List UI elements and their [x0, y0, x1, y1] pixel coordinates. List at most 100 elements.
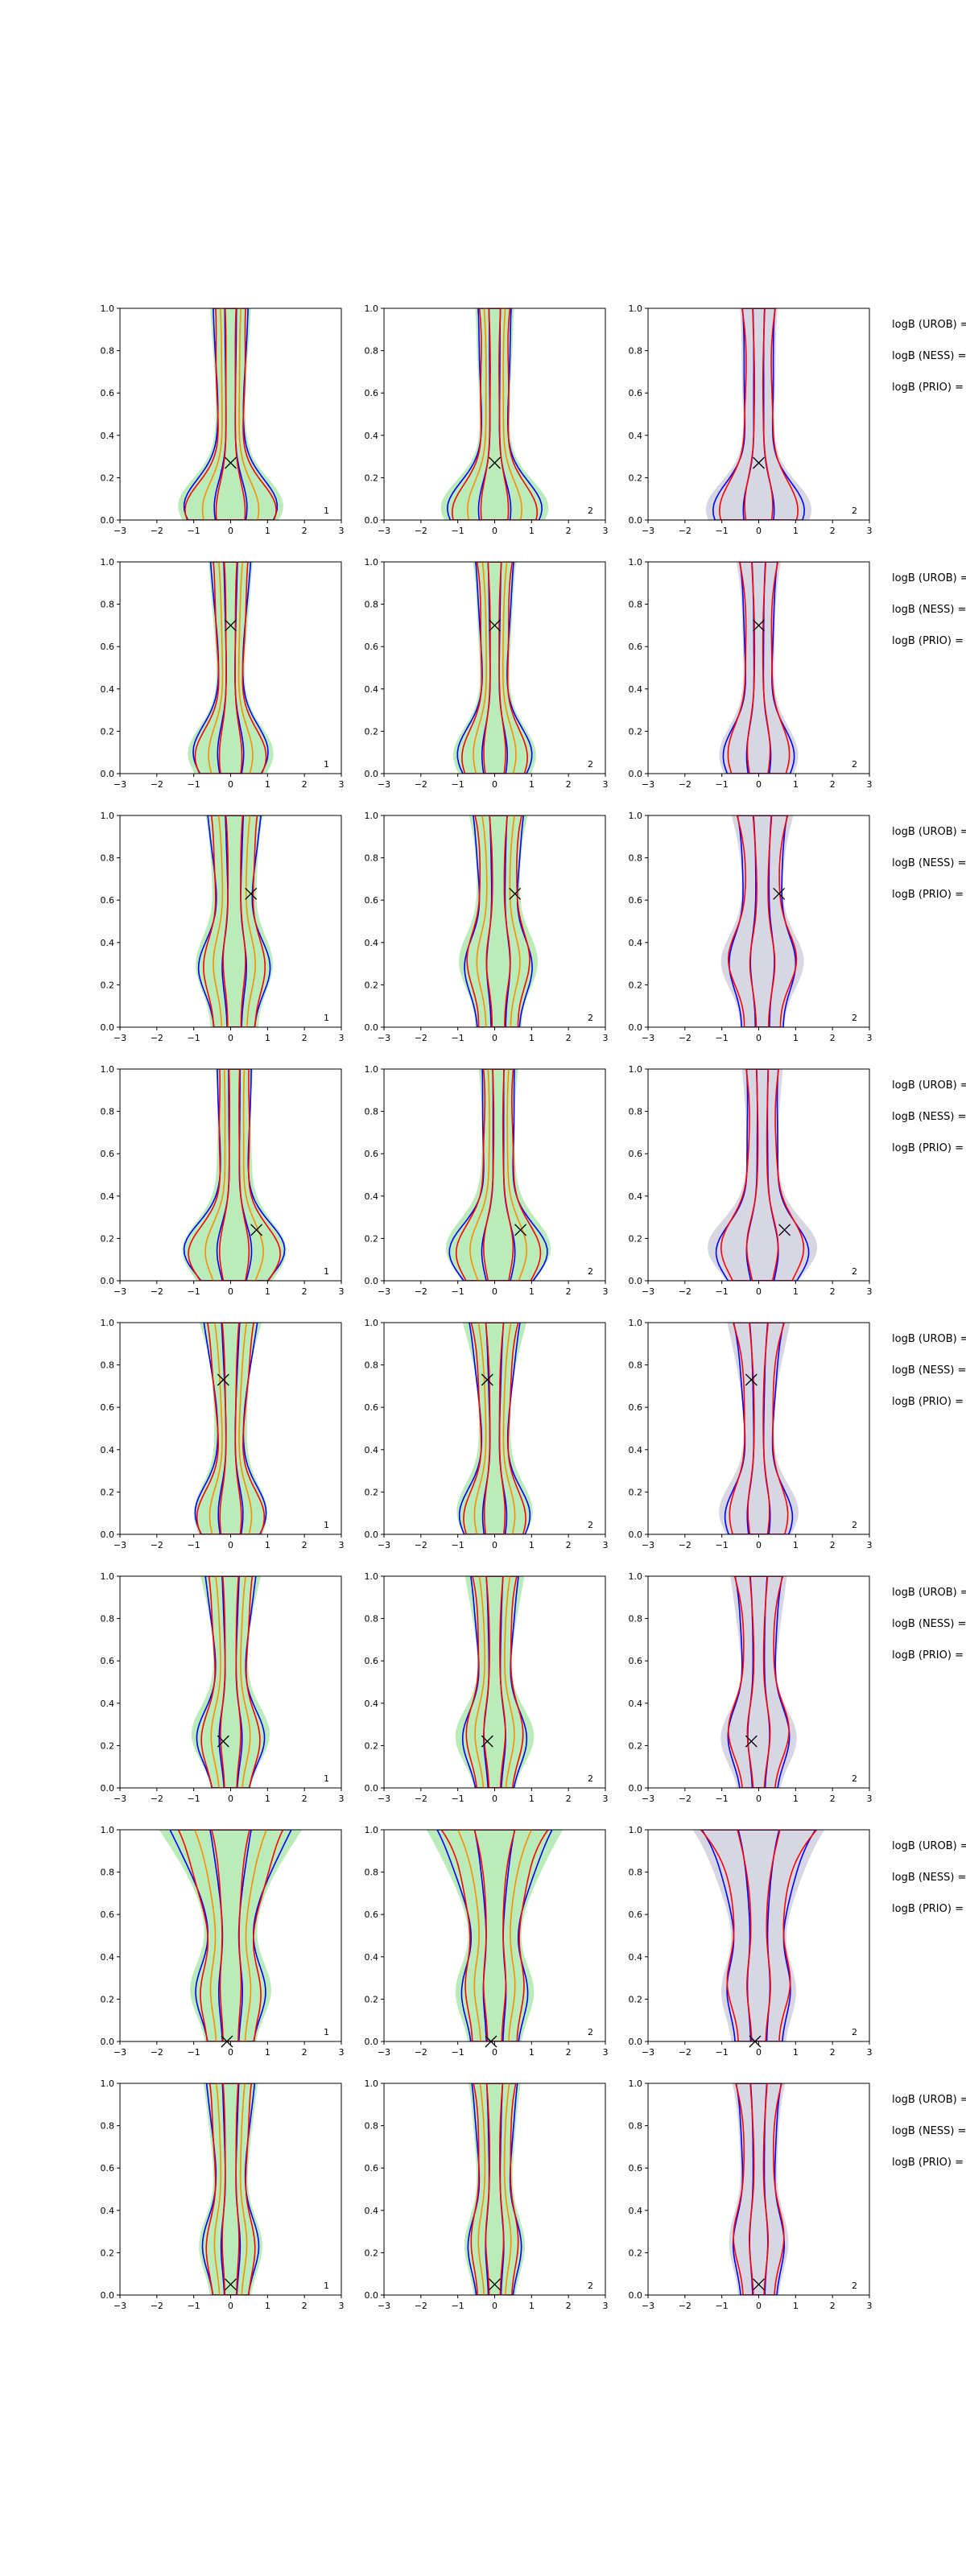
y-tick-label: 0.6	[101, 895, 115, 906]
contour-line	[194, 1323, 267, 1534]
marker-x	[773, 887, 786, 900]
y-tick-label: 0.4	[629, 938, 643, 948]
contour-line	[477, 2083, 512, 2295]
density-fill	[455, 1576, 535, 1788]
x-tick-label: 1	[529, 1033, 535, 1043]
y-tick-label: 0.2	[365, 1487, 379, 1497]
contour-line	[480, 308, 510, 520]
side-label: logB (PRIO) =	[892, 2157, 964, 2169]
marker-x	[489, 2278, 501, 2291]
y-tick-label: 1.0	[629, 1825, 643, 1835]
contour-line	[440, 1830, 549, 2041]
y-tick-label: 1.0	[629, 2079, 643, 2089]
panel-r2-c1: −3 −2 −1 0 1 2 3 0.0 0.2 0.4 0.6 0.8 1.0 1	[101, 557, 345, 790]
y-tick-label: 0.2	[365, 726, 379, 737]
y-tick-label: 0.2	[101, 980, 115, 990]
x-tick-label: −1	[188, 2301, 200, 2311]
x-tick-label: 0	[228, 526, 233, 536]
x-tick-label: −1	[452, 1540, 464, 1550]
marker-x	[514, 1224, 527, 1236]
x-tick-label: −1	[716, 526, 729, 536]
y-tick-label: 0.0	[101, 769, 115, 779]
contour-line	[473, 1323, 516, 1534]
x-tick-label: 0	[756, 1033, 762, 1043]
x-tick-label: −2	[415, 1286, 427, 1297]
panel-note: 2	[852, 1773, 857, 1784]
y-tick-label: 0.8	[365, 346, 379, 357]
x-tick-label: 3	[339, 2301, 345, 2311]
x-tick-label: −1	[452, 2047, 464, 2058]
marker-x	[225, 456, 237, 469]
x-tick-label: −1	[452, 2301, 464, 2311]
y-tick-label: 0.4	[629, 1445, 643, 1455]
x-tick-label: −1	[188, 526, 200, 536]
x-tick-label: −3	[642, 1540, 654, 1550]
y-tick-label: 0.0	[365, 2290, 379, 2301]
y-tick-label: 1.0	[101, 557, 115, 568]
y-tick-label: 1.0	[629, 811, 643, 821]
panel-note: 2	[588, 1013, 593, 1023]
x-tick-label: −3	[378, 526, 390, 536]
y-tick-label: 0.0	[629, 1022, 643, 1033]
panel-r4-c1: −3 −2 −1 0 1 2 3 0.0 0.2 0.4 0.6 0.8 1.0 1	[101, 1064, 345, 1297]
x-tick-label: −2	[415, 526, 427, 536]
x-tick-label: 0	[228, 1033, 233, 1043]
x-tick-label: −2	[415, 1794, 427, 1804]
x-tick-label: −3	[114, 2047, 126, 2058]
y-tick-label: 0.8	[629, 600, 643, 610]
y-tick-label: 0.6	[365, 642, 379, 652]
density-fill	[193, 1323, 268, 1534]
y-tick-label: 1.0	[101, 1571, 115, 1582]
y-tick-label: 0.4	[629, 431, 643, 441]
y-tick-label: 0.2	[629, 1994, 643, 2004]
x-tick-label: −1	[188, 1794, 200, 1804]
panel-r6-c2: −3 −2 −1 0 1 2 30.00.20.40.60.81.02	[365, 1571, 609, 1804]
y-tick-label: 0.8	[101, 1360, 115, 1371]
y-tick-label: 0.0	[365, 1530, 379, 1540]
x-tick-label: 0	[756, 779, 762, 790]
x-tick-label: −1	[716, 2301, 729, 2311]
y-tick-label: 0.8	[101, 1868, 115, 1878]
panel-note: 1	[324, 1266, 329, 1277]
contour-line	[485, 2083, 505, 2295]
y-tick-label: 1.0	[629, 1318, 643, 1328]
contour-line	[192, 562, 269, 774]
y-tick-label: 0.6	[365, 1149, 379, 1159]
x-tick-label: 2	[302, 2301, 308, 2311]
x-tick-label: −3	[114, 1286, 126, 1297]
contour-line	[727, 1576, 791, 1788]
x-tick-label: 2	[566, 1540, 572, 1550]
contour-line	[218, 562, 243, 774]
x-tick-label: 1	[793, 526, 799, 536]
x-tick-label: 1	[793, 1794, 799, 1804]
marker-x	[250, 1224, 263, 1236]
contour-line	[213, 815, 257, 1027]
y-tick-label: 0.0	[101, 1276, 115, 1286]
y-tick-label: 1.0	[365, 2079, 379, 2089]
x-tick-label: −1	[716, 2047, 729, 2058]
panel-r3-c3: −3 −2 −1 0 1 2 30.00.20.40.60.81.02	[629, 811, 873, 1043]
x-tick-label: −3	[642, 2301, 654, 2311]
y-tick-label: 0.6	[101, 1909, 115, 1920]
y-tick-label: 0.4	[101, 1445, 115, 1455]
x-tick-label: −2	[151, 1794, 163, 1804]
x-tick-label: 3	[603, 1033, 609, 1043]
contour-line	[201, 308, 260, 520]
contour-line	[210, 1576, 251, 1788]
x-tick-label: 1	[529, 2047, 535, 2058]
x-tick-label: −2	[679, 779, 691, 790]
y-tick-label: 0.6	[629, 1149, 643, 1159]
y-tick-label: 0.0	[365, 2037, 379, 2047]
y-tick-label: 0.6	[629, 1656, 643, 1666]
x-tick-label: 0	[492, 526, 497, 536]
contour-line	[476, 815, 521, 1027]
y-tick-label: 0.6	[629, 642, 643, 652]
x-tick-label: 2	[302, 1540, 308, 1550]
x-tick-label: 2	[566, 2047, 572, 2058]
y-tick-label: 0.0	[629, 2290, 643, 2301]
x-tick-label: 2	[830, 2301, 836, 2311]
y-tick-label: 0.4	[365, 1445, 379, 1455]
x-tick-label: −2	[415, 2301, 427, 2311]
contour-line	[483, 562, 506, 774]
y-tick-label: 0.4	[365, 1699, 379, 1709]
